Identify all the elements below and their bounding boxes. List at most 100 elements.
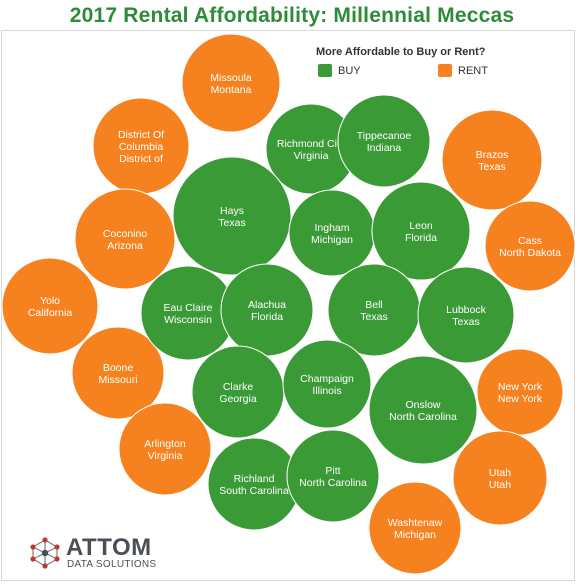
bubble-circle — [1, 257, 99, 355]
bubble-label: District of — [119, 153, 163, 165]
bubble-label: Alachua — [248, 299, 286, 311]
chart-frame — [1, 30, 575, 581]
bubble-label: Texas — [478, 161, 505, 173]
bubble-label: Leon — [409, 220, 433, 232]
legend-swatch-rent — [438, 64, 452, 77]
bubble-label: Utah — [489, 467, 511, 479]
bubble-label: Lubbock — [446, 304, 486, 316]
legend-swatch-buy — [318, 64, 332, 77]
bubble-label: Virginia — [148, 450, 183, 462]
bubble-label: South Carolina — [219, 485, 289, 497]
bubble-circle — [71, 326, 165, 420]
bubble-label: Michigan — [394, 529, 436, 541]
bubble-label: Boone — [103, 362, 134, 374]
legend-label-rent: RENT — [458, 64, 488, 77]
bubble-circle — [337, 94, 431, 188]
legend-item-rent: RENT — [438, 64, 488, 77]
bubble-label: Eau Claire — [163, 302, 212, 314]
chart-title: 2017 Rental Affordability: Millennial Me… — [69, 4, 515, 27]
bubble-label: Onslow — [405, 399, 440, 411]
bubble-label: Georgia — [219, 393, 257, 405]
bubble-label: District Of — [118, 129, 164, 141]
bubble-label: New York — [498, 381, 543, 393]
logo-name: ATTOM — [66, 534, 152, 561]
bubble-label: North Dakota — [499, 247, 561, 259]
bubble-label: Yolo — [40, 295, 60, 307]
bubble-label: Coconino — [103, 228, 148, 240]
bubble-label: Texas — [452, 316, 479, 328]
bubble-circle — [417, 266, 515, 364]
bubble-label: Hays — [220, 205, 244, 217]
bubble-circle — [368, 355, 478, 465]
bubble-label: Tippecanoe — [357, 130, 412, 142]
bubble-label: Columbia — [119, 141, 164, 153]
bubble-label: Brazos — [476, 149, 509, 161]
legend-label-buy: BUY — [338, 64, 361, 77]
bubble-label: Richland — [234, 473, 275, 485]
bubble-circle — [172, 156, 292, 276]
bubble-circle — [74, 188, 176, 290]
bubble-label: Indiana — [367, 142, 402, 154]
bubble-label: Arizona — [107, 240, 143, 252]
logo-subtitle: DATA SOLUTIONS — [67, 559, 157, 570]
bubble-label: Texas — [360, 311, 387, 323]
bubble-label: Florida — [251, 311, 283, 323]
molecule-logo-icon — [30, 537, 60, 569]
legend-item-buy: BUY — [318, 64, 361, 77]
bubble-label: Montana — [211, 84, 252, 96]
bubble-circle — [286, 429, 380, 523]
bubble-label: North Carolina — [299, 477, 367, 489]
bubble-label: Arlington — [144, 438, 186, 450]
bubble-label: Missouri — [98, 374, 137, 386]
bubble-label: New York — [498, 393, 543, 405]
bubble-circle — [441, 109, 543, 211]
bubble-label: Richmond City — [277, 138, 346, 150]
bubble-label: Washtenaw — [388, 517, 443, 529]
legend-title: More Affordable to Buy or Rent? — [316, 46, 486, 58]
bubble-circle — [452, 430, 548, 526]
bubble-label: Missoula — [210, 72, 252, 84]
bubble-label: Clarke — [223, 381, 254, 393]
bubble-label: Michigan — [311, 234, 353, 246]
bubble-label: Texas — [218, 217, 245, 229]
bubble-label: Pitt — [325, 465, 340, 477]
bubble-label: Illinois — [312, 385, 341, 397]
bubble-label: Bell — [365, 299, 383, 311]
bubble-circle — [181, 33, 281, 133]
bubble-circle — [118, 402, 212, 496]
bubble-circle — [484, 200, 576, 292]
bubble-circle — [282, 339, 372, 429]
bubble-label: Utah — [489, 479, 511, 491]
bubble-label: Ingham — [314, 222, 349, 234]
bubble-circle — [371, 181, 471, 281]
bubble-label: Florida — [405, 232, 437, 244]
bubble-label: Wisconsin — [164, 314, 212, 326]
bubble-label: California — [28, 307, 73, 319]
bubble-label: North Carolina — [389, 411, 457, 423]
